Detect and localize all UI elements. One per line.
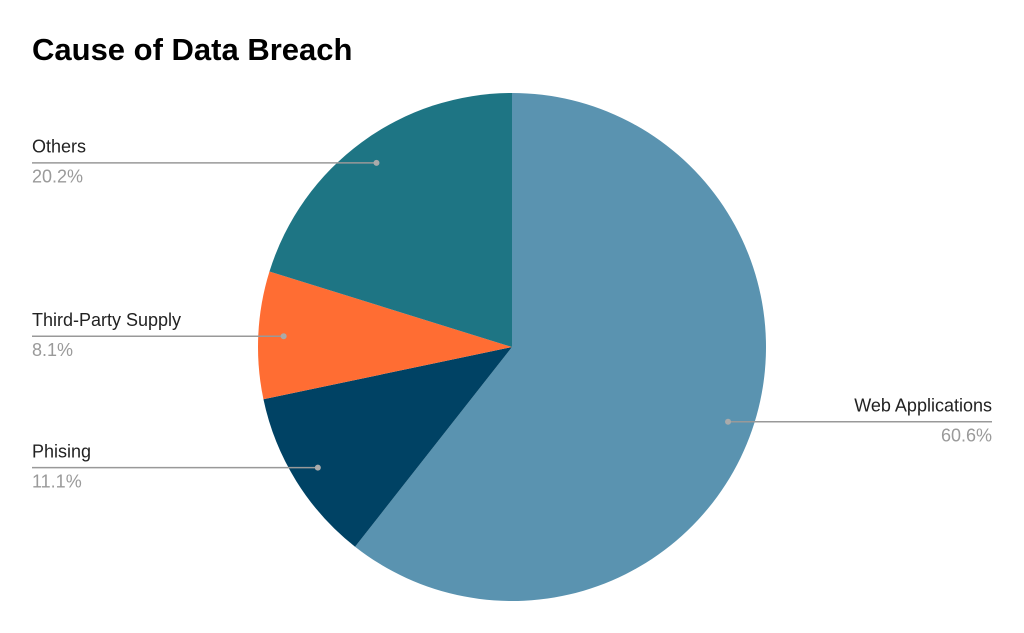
chart-title: Cause of Data Breach [32, 32, 352, 67]
slice-label: Others [32, 137, 86, 157]
slice-label: Web Applications [854, 395, 992, 415]
leader-dot [280, 333, 287, 340]
pie-slice [355, 93, 766, 601]
slice-label: Third-Party Supply [32, 310, 181, 330]
slice-value: 60.6% [941, 425, 992, 445]
leader-dot [725, 418, 732, 425]
pie-slice [263, 347, 512, 547]
leader-dot [314, 464, 321, 471]
pie-slice [269, 93, 512, 347]
pie-slice [257, 271, 512, 400]
slice-value: 20.2% [32, 167, 83, 187]
slice-label: Phising [32, 441, 91, 461]
slice-value: 8.1% [32, 340, 73, 360]
leader-dot [373, 159, 380, 166]
slice-value: 11.1% [32, 471, 82, 491]
